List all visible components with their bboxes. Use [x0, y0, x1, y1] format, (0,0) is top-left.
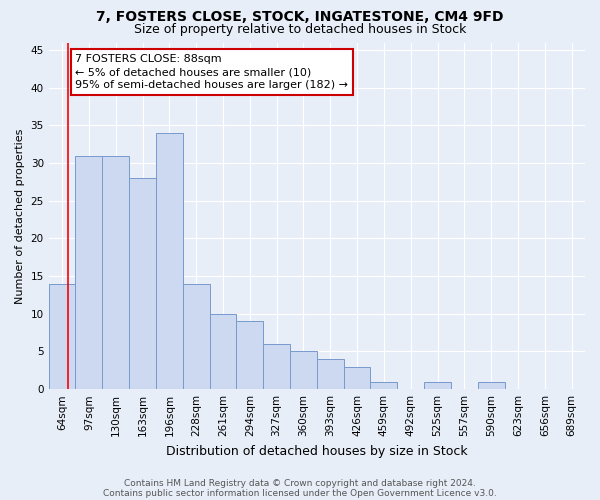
Bar — [76, 156, 103, 389]
Text: Size of property relative to detached houses in Stock: Size of property relative to detached ho… — [134, 22, 466, 36]
Text: Contains HM Land Registry data © Crown copyright and database right 2024.: Contains HM Land Registry data © Crown c… — [124, 478, 476, 488]
Bar — [156, 133, 183, 389]
Bar — [344, 366, 370, 389]
Bar — [209, 314, 236, 389]
Bar — [317, 359, 344, 389]
Text: 7, FOSTERS CLOSE, STOCK, INGATESTONE, CM4 9FD: 7, FOSTERS CLOSE, STOCK, INGATESTONE, CM… — [96, 10, 504, 24]
Bar — [290, 352, 317, 389]
Bar — [424, 382, 451, 389]
Bar — [370, 382, 397, 389]
Text: Contains public sector information licensed under the Open Government Licence v3: Contains public sector information licen… — [103, 488, 497, 498]
Text: 7 FOSTERS CLOSE: 88sqm
← 5% of detached houses are smaller (10)
95% of semi-deta: 7 FOSTERS CLOSE: 88sqm ← 5% of detached … — [76, 54, 349, 90]
Bar — [263, 344, 290, 389]
Bar — [478, 382, 505, 389]
Bar — [49, 284, 76, 389]
Bar — [183, 284, 209, 389]
X-axis label: Distribution of detached houses by size in Stock: Distribution of detached houses by size … — [166, 444, 467, 458]
Bar — [103, 156, 129, 389]
Bar — [129, 178, 156, 389]
Bar — [236, 322, 263, 389]
Y-axis label: Number of detached properties: Number of detached properties — [15, 128, 25, 304]
